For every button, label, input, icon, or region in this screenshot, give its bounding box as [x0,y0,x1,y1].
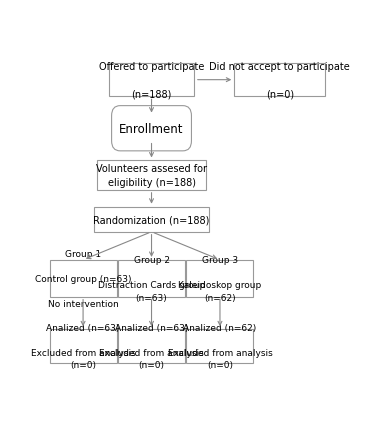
Text: Analized (n=63)

Excluded from analysis
(n=0): Analized (n=63) Excluded from analysis (… [99,323,204,369]
FancyBboxPatch shape [118,329,185,363]
FancyBboxPatch shape [109,64,194,97]
Text: Analized (n=62)

Excluded from analysis
(n=0): Analized (n=62) Excluded from analysis (… [167,323,272,369]
FancyBboxPatch shape [50,329,117,363]
FancyBboxPatch shape [187,329,254,363]
Text: Group 3

Kaleidoskop group
(n=62): Group 3 Kaleidoskop group (n=62) [178,256,262,302]
FancyBboxPatch shape [112,106,191,151]
FancyBboxPatch shape [118,260,185,297]
Text: Did not accept to participate

(n=0): Did not accept to participate (n=0) [209,62,350,99]
Text: Randomization (n=188): Randomization (n=188) [93,215,210,225]
Text: Group 2

Distraction Cards group
(n=63): Group 2 Distraction Cards group (n=63) [98,256,205,302]
FancyBboxPatch shape [97,161,206,191]
FancyBboxPatch shape [95,207,209,232]
Text: Enrollment: Enrollment [119,122,184,135]
Text: Offered to participate

(n=188): Offered to participate (n=188) [99,62,204,99]
Text: Group 1

Control group (n=63)

No intervention: Group 1 Control group (n=63) No interven… [35,249,131,308]
Text: Volunteers assesed for
eligibility (n=188): Volunteers assesed for eligibility (n=18… [96,164,207,187]
FancyBboxPatch shape [234,64,325,97]
FancyBboxPatch shape [187,260,254,297]
Text: Analized (n=63)

Excluded from analysis
(n=0): Analized (n=63) Excluded from analysis (… [31,323,135,369]
FancyBboxPatch shape [50,260,117,297]
